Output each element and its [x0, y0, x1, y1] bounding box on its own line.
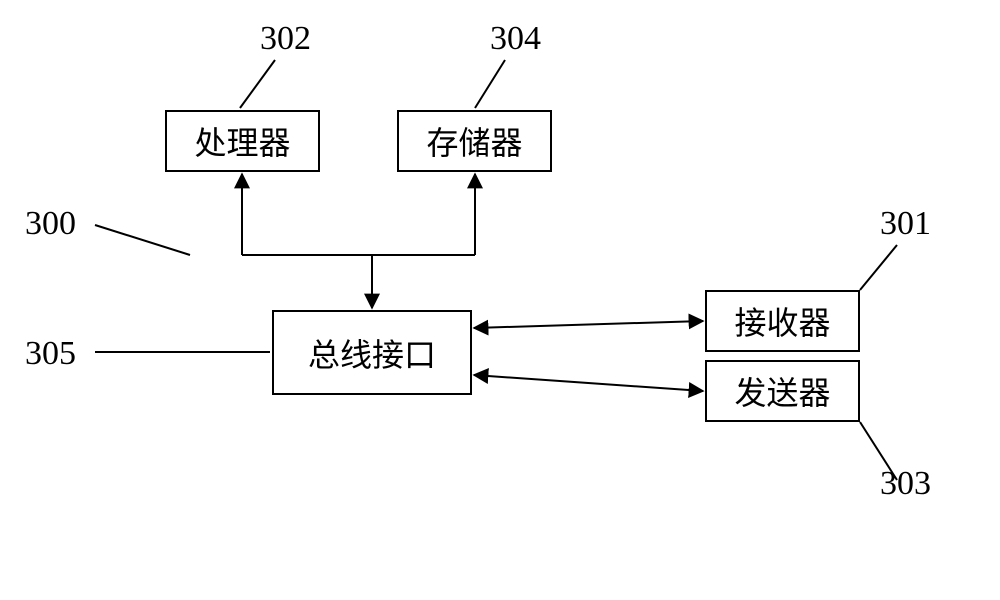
- processor-label: 处理器: [194, 118, 290, 164]
- processor-box: 处理器: [165, 110, 320, 172]
- bus-interface-label: 总线接口: [308, 330, 436, 376]
- memory-label: 存储器: [426, 118, 522, 164]
- system-block-diagram: 处理器 存储器 总线接口 接收器 发送器 302 304 300 305 301…: [0, 0, 1000, 600]
- ref-305: 305: [25, 335, 76, 373]
- ref-302: 302: [260, 20, 311, 58]
- transmitter-label: 发送器: [734, 368, 830, 414]
- bus-interface-box: 总线接口: [272, 310, 472, 395]
- ref-300: 300: [25, 205, 76, 243]
- memory-box: 存储器: [397, 110, 552, 172]
- ref-303: 303: [880, 465, 931, 503]
- receiver-label: 接收器: [734, 298, 830, 344]
- ref-301: 301: [880, 205, 931, 243]
- transmitter-box: 发送器: [705, 360, 860, 422]
- receiver-box: 接收器: [705, 290, 860, 352]
- ref-304: 304: [490, 20, 541, 58]
